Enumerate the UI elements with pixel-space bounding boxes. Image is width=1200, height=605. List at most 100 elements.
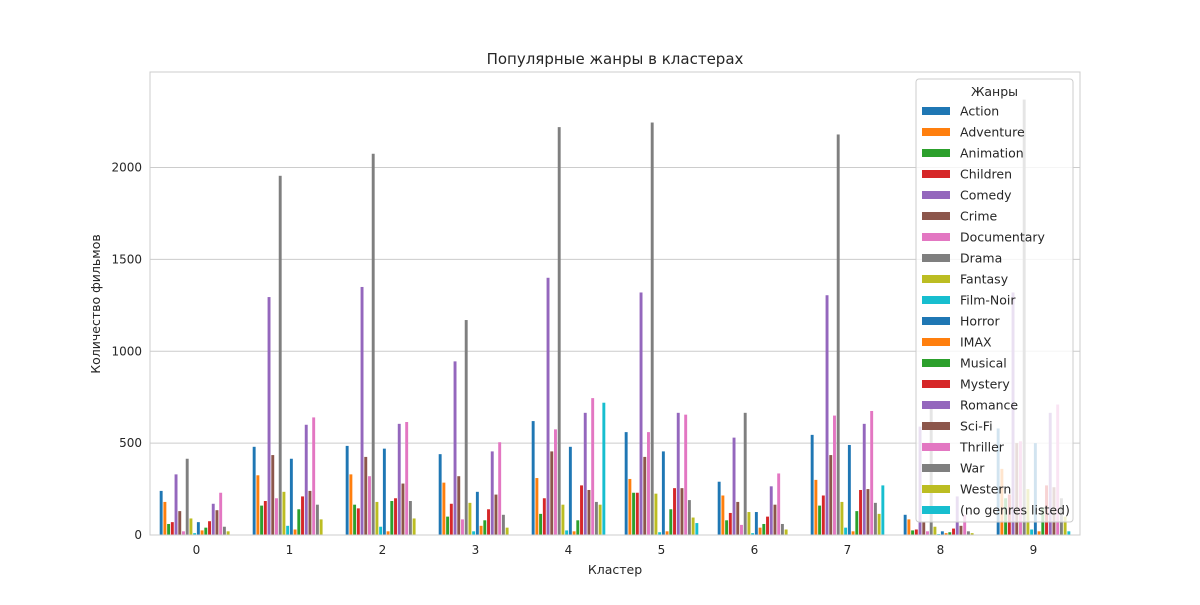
bar [587, 489, 591, 535]
bar [554, 429, 557, 535]
legend-label: IMAX [960, 335, 992, 350]
bar [446, 516, 450, 535]
bar [580, 485, 583, 535]
legend-swatch [922, 191, 950, 199]
bar [814, 479, 818, 535]
bar [457, 476, 461, 535]
legend-swatch [922, 107, 950, 115]
bar [397, 423, 401, 535]
bar [736, 501, 740, 535]
bar [263, 501, 267, 535]
bar [877, 513, 881, 535]
bar [747, 512, 751, 535]
bar [301, 496, 304, 535]
legend-label: Western [960, 482, 1011, 497]
legend-swatch [922, 170, 950, 178]
bar [911, 530, 915, 535]
bar [267, 297, 271, 535]
bar [368, 476, 371, 535]
bar [773, 504, 777, 535]
bar [293, 529, 297, 535]
legend-swatch [922, 359, 950, 367]
legend-swatch [922, 485, 950, 493]
bar [658, 532, 662, 535]
bar [669, 509, 673, 535]
x-tick-label: 1 [286, 543, 294, 557]
bar [829, 455, 833, 535]
bar [914, 529, 918, 535]
bar [271, 455, 275, 535]
bar [572, 531, 576, 535]
bar [501, 514, 505, 535]
legend-label: Drama [960, 251, 1002, 266]
bar [286, 525, 290, 535]
legend-label: Thriller [959, 440, 1005, 455]
bar [379, 526, 383, 535]
legend-frame [915, 78, 1074, 523]
bar [289, 458, 293, 535]
bar [825, 295, 829, 535]
legend: Жанры Action Adventure Animation Children Co… [915, 78, 1074, 523]
x-axis-label: Кластер [588, 562, 642, 577]
bar [170, 522, 174, 535]
bar [382, 448, 386, 535]
bar [204, 527, 208, 535]
bar [568, 446, 572, 535]
bar [487, 509, 490, 535]
bar [353, 504, 357, 535]
bar [643, 456, 647, 535]
bar [531, 421, 535, 535]
y-tick-label: 1500 [111, 252, 142, 266]
bar [840, 501, 844, 535]
bar [576, 520, 580, 535]
legend-label: Film-Noir [960, 293, 1016, 308]
legend-swatch [922, 380, 950, 388]
bar [780, 523, 784, 535]
bar [591, 398, 595, 535]
bar [676, 412, 680, 535]
legend-swatch [922, 296, 950, 304]
bar [312, 417, 316, 535]
bar [375, 501, 379, 535]
legend-swatch [922, 275, 950, 283]
bar [278, 175, 282, 535]
bar [598, 504, 602, 535]
x-tick-label: 9 [1030, 543, 1038, 557]
bar [743, 412, 747, 535]
bar [873, 502, 877, 535]
bar [754, 512, 758, 535]
bar [546, 277, 550, 535]
bar [836, 134, 840, 535]
bar [275, 498, 278, 535]
legend-title: Жанры [971, 84, 1018, 99]
bar [777, 473, 781, 535]
bar [542, 498, 546, 535]
x-tick-label: 4 [565, 543, 573, 557]
bar [963, 514, 967, 535]
bar [565, 530, 569, 535]
bar [356, 508, 360, 535]
bar [490, 451, 494, 535]
bar [624, 432, 628, 535]
bar [769, 486, 773, 535]
bar [297, 509, 301, 535]
bar [762, 523, 766, 535]
bar [185, 458, 189, 535]
bar [167, 523, 171, 535]
bar [1063, 516, 1067, 535]
bar [390, 501, 394, 535]
legend-swatch [922, 254, 950, 262]
bar [319, 519, 323, 535]
bar [740, 524, 743, 535]
bar [159, 490, 163, 535]
bar [721, 495, 725, 535]
bar [903, 514, 907, 535]
legend-label: Comedy [960, 188, 1012, 203]
bar [345, 445, 349, 535]
bar [211, 503, 215, 535]
x-tick-label: 0 [193, 543, 201, 557]
bar [844, 527, 848, 535]
legend-label: Musical [960, 356, 1007, 371]
y-tick-label: 2000 [111, 161, 142, 175]
bar [966, 531, 970, 535]
